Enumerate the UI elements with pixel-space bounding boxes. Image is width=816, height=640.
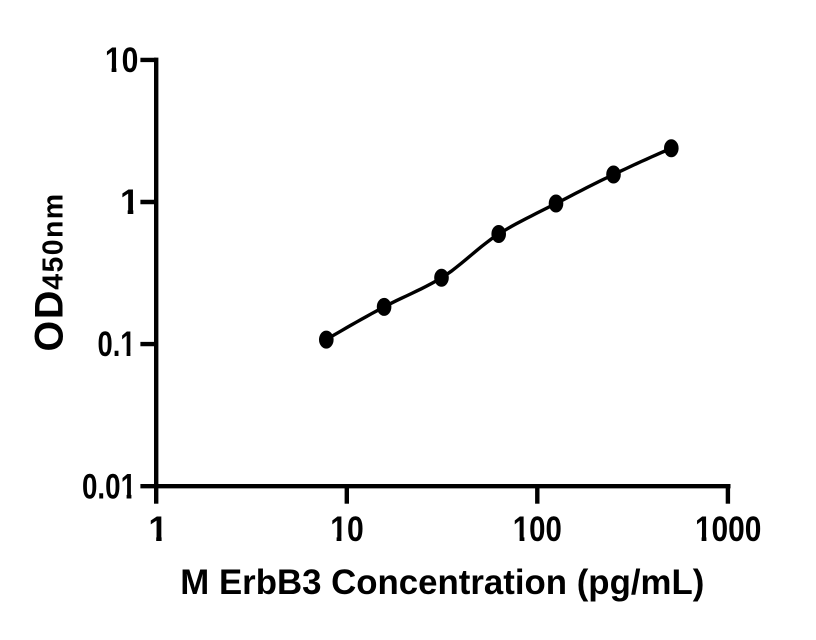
svg-text:1: 1 (120, 183, 139, 222)
svg-text:0.1: 0.1 (98, 325, 136, 364)
svg-text:M ErbB3 Concentration (pg/mL): M ErbB3 Concentration (pg/mL) (180, 563, 704, 602)
svg-text:450nm: 450nm (38, 192, 70, 289)
svg-text:1000: 1000 (695, 510, 762, 549)
svg-text:10: 10 (105, 41, 139, 80)
svg-text:100: 100 (513, 510, 562, 549)
svg-text:OD: OD (28, 289, 72, 351)
svg-text:10: 10 (330, 510, 364, 549)
svg-text:0.01: 0.01 (82, 468, 136, 507)
svg-text:1: 1 (148, 510, 167, 549)
